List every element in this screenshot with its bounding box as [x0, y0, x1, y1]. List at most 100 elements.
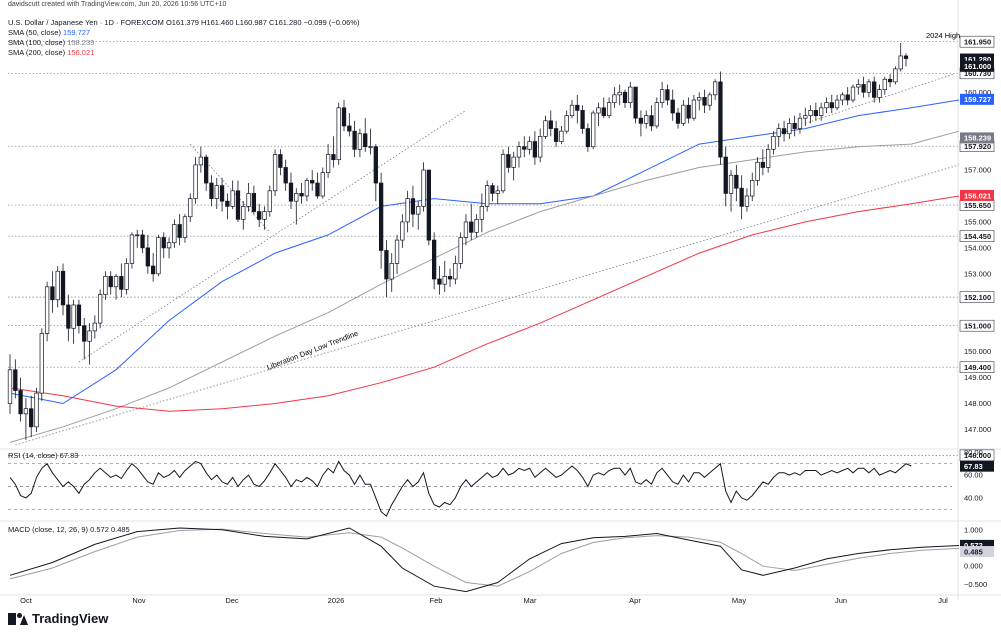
candle [166, 237, 172, 259]
candle [675, 107, 681, 129]
time-axis-label: Feb [430, 596, 443, 605]
candle-body [145, 247, 150, 267]
sma200-legend[interactable]: SMA (200, close) 156.021 [8, 48, 95, 57]
candle-body [691, 99, 697, 119]
candle [797, 113, 803, 134]
candle-body [813, 110, 819, 116]
candle-body [193, 164, 198, 199]
candle [193, 157, 198, 204]
candle [750, 172, 755, 202]
candle-body [712, 81, 718, 96]
candle-body [315, 182, 320, 197]
candle-body [580, 110, 585, 129]
rsi-pane: 80.00 60.00 40.00 67.83 [8, 448, 994, 517]
candle [829, 94, 834, 113]
price-badge-label: 159.727 [964, 95, 991, 104]
candle [331, 136, 336, 168]
candle-body [198, 156, 204, 166]
price-badge [960, 53, 994, 65]
symbol-header[interactable]: U.S. Dollar / Japanese Yen · 1D · FOREXC… [8, 18, 360, 27]
candle [405, 190, 410, 233]
macd-legend[interactable]: MACD (close, 12, 26, 9) 0.572 0.485 [8, 525, 130, 534]
price-tick-label: 154.000 [964, 243, 991, 252]
candle [251, 185, 257, 215]
candle-body [18, 390, 23, 415]
candle [500, 149, 506, 194]
price-badge-label: 156.021 [964, 191, 991, 200]
price-badge [960, 189, 994, 201]
time-axis-label: Jul [938, 596, 948, 605]
candle [569, 100, 575, 119]
candle-body [156, 237, 161, 275]
candle [400, 214, 405, 248]
price-tick-label: 150.000 [964, 347, 991, 356]
candle-body [384, 250, 389, 280]
candle-body [34, 392, 39, 428]
candle [479, 193, 485, 233]
candle-body [341, 107, 347, 127]
candle [495, 185, 500, 204]
tradingview-logo[interactable]: TradingView [8, 611, 108, 626]
candle-body [272, 154, 278, 192]
candle-body [251, 193, 257, 212]
liberation-day-trendline [15, 164, 960, 446]
chart-credit: davidscutt created with TradingView.com,… [8, 1, 227, 8]
candle-body [230, 190, 235, 207]
candle-body [283, 167, 288, 184]
candle [410, 185, 416, 228]
candle [543, 115, 548, 139]
candle-body [845, 94, 850, 101]
level-lines [0, 0, 1001, 600]
price-tick-label: 157.000 [964, 166, 991, 175]
candle-body [55, 270, 60, 301]
level-badge [959, 361, 995, 373]
candle-body [670, 99, 675, 114]
price-badge [960, 132, 994, 144]
candle-body [792, 123, 797, 129]
price-tick-label: 160.000 [964, 88, 991, 97]
candle-body [840, 94, 845, 101]
candle [903, 53, 909, 67]
annotation-trendline: Liberation Day Low Trendline [265, 329, 359, 372]
price-badge [960, 93, 994, 105]
candle-body [527, 141, 532, 150]
candle-body [485, 185, 490, 207]
candle-body [108, 276, 113, 288]
candle-body [606, 102, 612, 116]
candle [728, 170, 734, 212]
candle [230, 180, 235, 209]
candle [548, 110, 553, 137]
candle-body [702, 97, 707, 106]
candle-body [766, 148, 771, 168]
sma50-legend[interactable]: SMA (50, close) 159.727 [8, 28, 91, 37]
candle-body [469, 221, 474, 233]
candle-body [267, 190, 272, 212]
level-badge-label: 149.400 [964, 363, 991, 372]
candle [198, 146, 204, 173]
candle-body [458, 237, 463, 264]
candle [755, 157, 760, 186]
candle [887, 74, 893, 88]
candle-body [612, 94, 617, 103]
rsi-badge [960, 460, 994, 472]
candle-body [87, 330, 92, 342]
candle [384, 240, 389, 298]
candle [485, 180, 490, 212]
sma100-legend[interactable]: SMA (100, close) 158.239 [8, 38, 95, 47]
candle-body [585, 128, 591, 148]
rsi-legend[interactable]: RSI (14, close) 67.83 [8, 451, 79, 460]
candle [50, 271, 55, 313]
candle [140, 229, 145, 254]
candle [44, 281, 50, 342]
falling-trendline [189, 143, 271, 233]
candle [686, 97, 691, 124]
candle-body [188, 198, 193, 218]
candle-body [538, 135, 543, 158]
candle-body [861, 84, 866, 93]
candle-body [638, 117, 644, 124]
candle [702, 89, 707, 113]
candle-body [543, 120, 548, 137]
candle [771, 131, 776, 155]
candle [707, 92, 712, 111]
